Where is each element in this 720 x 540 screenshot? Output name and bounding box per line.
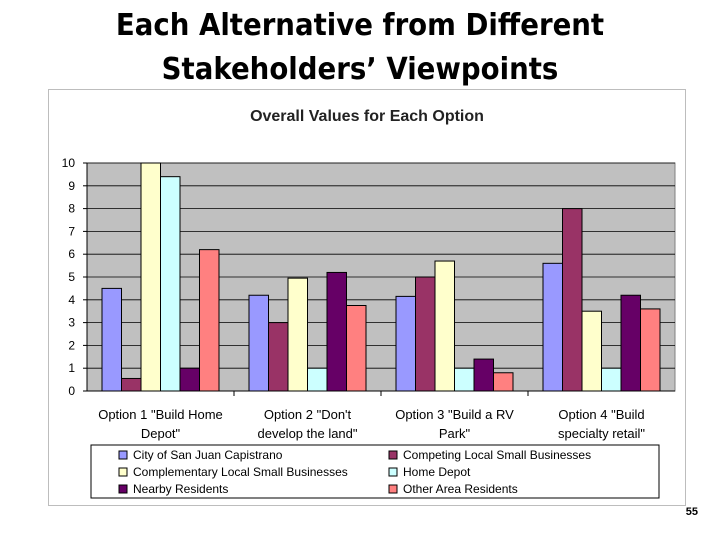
- bar: [101, 287, 122, 392]
- bar: [601, 367, 622, 392]
- x-tick-label: develop the land": [257, 426, 357, 441]
- y-tick-label: 2: [68, 338, 75, 352]
- y-tick-label: 3: [68, 316, 75, 330]
- chart-title: Overall Values for Each Option: [250, 108, 484, 125]
- x-tick-label: Option 4 "Build: [558, 407, 644, 422]
- legend-swatch: [388, 450, 398, 460]
- legend-label: Home Depot: [403, 465, 471, 479]
- legend-label: Complementary Local Small Businesses: [133, 465, 348, 479]
- slide-title-line-2: Stakeholders’ Viewpoints: [161, 52, 559, 87]
- bar: [434, 260, 455, 392]
- x-tick-label: Option 2 "Don't: [264, 407, 352, 422]
- bar: [640, 308, 661, 392]
- bar: [287, 277, 308, 392]
- y-tick-label: 6: [68, 247, 75, 261]
- slide-title: Each Alternative from Different Stakehol…: [29, 4, 691, 92]
- bar: [493, 372, 514, 392]
- bar: [542, 262, 563, 392]
- bar: [562, 208, 583, 392]
- bar: [160, 176, 181, 392]
- y-tick-label: 4: [68, 293, 75, 307]
- legend-swatch: [388, 484, 398, 494]
- bar: [199, 249, 220, 392]
- legend-swatch: [118, 484, 128, 494]
- x-tick-label: Option 1 "Build Home: [98, 407, 223, 422]
- slide-title-line-1: Each Alternative from Different: [115, 8, 605, 43]
- bar: [473, 358, 494, 392]
- bar: [307, 367, 328, 392]
- bar: [268, 322, 289, 392]
- legend-label: City of San Juan Capistrano: [133, 448, 283, 462]
- x-tick-label: Option 3 "Build a RV: [395, 407, 514, 422]
- y-tick-label: 5: [68, 270, 75, 284]
- bar: [415, 276, 436, 392]
- bar-chart: Overall Values for Each Option 0 1 2 3 4 5 6 7 8 9…: [62, 108, 676, 499]
- legend-label: Competing Local Small Businesses: [403, 448, 591, 462]
- bar: [326, 271, 347, 392]
- bar: [346, 305, 367, 392]
- legend-swatch: [388, 467, 398, 477]
- bar: [140, 162, 161, 392]
- bar: [121, 377, 142, 392]
- bar: [620, 294, 641, 392]
- y-tick-label: 1: [68, 361, 75, 375]
- y-tick-label: 9: [68, 179, 75, 193]
- legend: [90, 444, 660, 499]
- bar: [248, 294, 269, 392]
- legend-swatch: [118, 450, 128, 460]
- bar: [395, 295, 416, 392]
- legend-swatch: [118, 467, 128, 477]
- bar: [581, 310, 602, 392]
- y-tick-label: 0: [68, 384, 75, 398]
- x-tick-label: Park": [439, 426, 471, 441]
- bar: [454, 367, 475, 392]
- x-tick-label: specialty retail": [558, 426, 645, 441]
- chart-panel: Overall Values for Each Option 0 1 2 3 4 5 6 7 8 9…: [48, 89, 686, 506]
- y-tick-label: 10: [62, 156, 76, 170]
- bar: [179, 367, 200, 392]
- x-tick-label: Depot": [141, 426, 181, 441]
- page-number: 55: [685, 506, 698, 518]
- y-tick-label: 8: [68, 202, 75, 216]
- legend-label: Other Area Residents: [403, 482, 518, 496]
- y-tick-label: 7: [68, 224, 75, 238]
- legend-label: Nearby Residents: [133, 482, 228, 496]
